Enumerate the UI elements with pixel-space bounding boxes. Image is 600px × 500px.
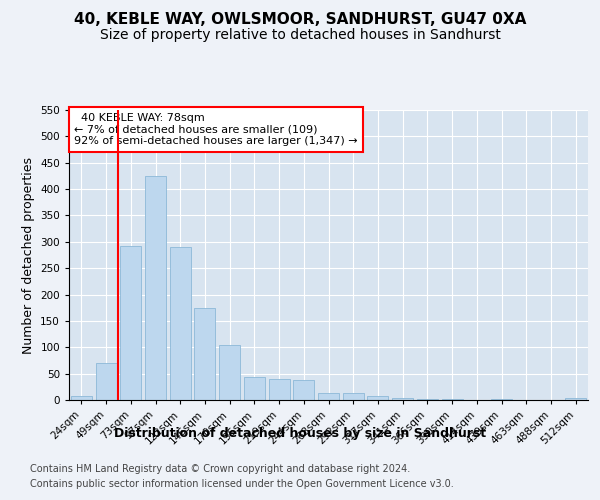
Text: Contains public sector information licensed under the Open Government Licence v3: Contains public sector information licen… bbox=[30, 479, 454, 489]
Bar bbox=[71, 396, 92, 400]
Bar bbox=[95, 363, 116, 400]
Bar bbox=[417, 399, 438, 400]
Bar bbox=[194, 308, 215, 400]
Bar bbox=[170, 247, 191, 400]
Bar bbox=[293, 380, 314, 400]
Bar bbox=[392, 398, 413, 400]
Y-axis label: Number of detached properties: Number of detached properties bbox=[22, 156, 35, 354]
Bar bbox=[318, 392, 339, 400]
Text: Distribution of detached houses by size in Sandhurst: Distribution of detached houses by size … bbox=[114, 428, 486, 440]
Bar bbox=[219, 344, 240, 400]
Bar bbox=[120, 246, 141, 400]
Bar bbox=[343, 392, 364, 400]
Bar bbox=[269, 379, 290, 400]
Text: 40 KEBLE WAY: 78sqm
← 7% of detached houses are smaller (109)
92% of semi-detach: 40 KEBLE WAY: 78sqm ← 7% of detached hou… bbox=[74, 113, 358, 146]
Bar bbox=[145, 176, 166, 400]
Bar bbox=[367, 396, 388, 400]
Text: Size of property relative to detached houses in Sandhurst: Size of property relative to detached ho… bbox=[100, 28, 500, 42]
Text: 40, KEBLE WAY, OWLSMOOR, SANDHURST, GU47 0XA: 40, KEBLE WAY, OWLSMOOR, SANDHURST, GU47… bbox=[74, 12, 526, 28]
Bar bbox=[244, 378, 265, 400]
Text: Contains HM Land Registry data © Crown copyright and database right 2024.: Contains HM Land Registry data © Crown c… bbox=[30, 464, 410, 474]
Bar bbox=[491, 399, 512, 400]
Bar bbox=[565, 398, 586, 400]
